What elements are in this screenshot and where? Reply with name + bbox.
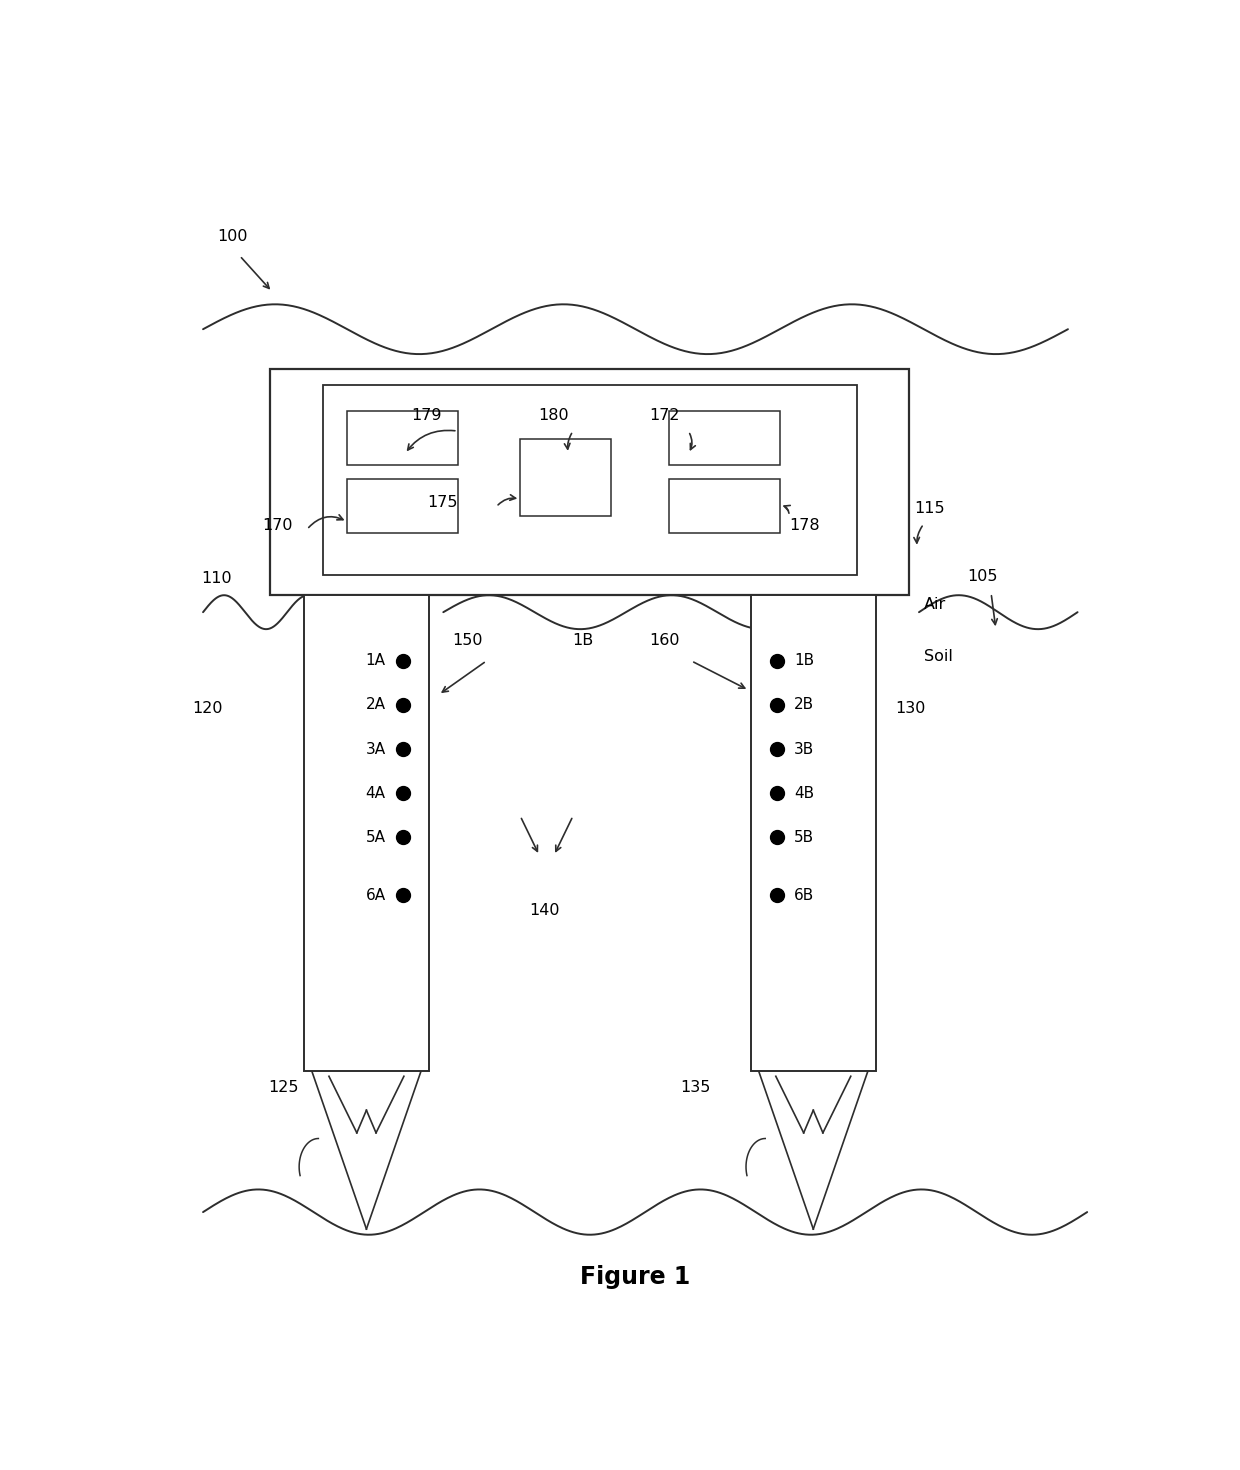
Bar — [670, 410, 780, 465]
Text: 172: 172 — [649, 409, 680, 423]
Text: 1A: 1A — [366, 653, 386, 669]
Text: 4A: 4A — [366, 786, 386, 801]
Text: 150: 150 — [453, 634, 482, 648]
Text: 179: 179 — [412, 409, 443, 423]
Text: 3B: 3B — [794, 742, 815, 757]
Text: 5B: 5B — [794, 831, 815, 845]
Text: 1B: 1B — [572, 634, 593, 648]
Text: 175: 175 — [428, 495, 458, 510]
Text: 125: 125 — [268, 1080, 299, 1095]
Text: 4B: 4B — [794, 786, 815, 801]
Text: 6B: 6B — [794, 888, 815, 903]
Text: Soil: Soil — [924, 648, 952, 664]
Bar — [751, 595, 875, 1070]
Bar — [347, 479, 458, 534]
Text: 140: 140 — [529, 903, 559, 919]
Text: 100: 100 — [217, 229, 248, 244]
Text: Air: Air — [924, 597, 946, 612]
Text: 178: 178 — [789, 517, 820, 532]
Text: 2A: 2A — [366, 697, 386, 713]
Bar — [324, 385, 857, 575]
Text: 110: 110 — [201, 570, 232, 585]
Text: 180: 180 — [538, 409, 569, 423]
Text: 1B: 1B — [794, 653, 815, 669]
Text: 170: 170 — [262, 517, 293, 532]
Bar — [670, 479, 780, 534]
Text: Figure 1: Figure 1 — [580, 1264, 691, 1289]
Text: 130: 130 — [895, 701, 925, 716]
Text: 115: 115 — [914, 501, 945, 516]
Text: 105: 105 — [967, 569, 997, 584]
Bar — [347, 410, 458, 465]
Text: 6A: 6A — [366, 888, 386, 903]
Text: 135: 135 — [681, 1080, 711, 1095]
Bar — [270, 369, 909, 595]
Text: 160: 160 — [649, 634, 680, 648]
Text: 120: 120 — [192, 701, 222, 716]
Text: 5A: 5A — [366, 831, 386, 845]
Text: 2B: 2B — [794, 697, 815, 713]
Bar — [521, 440, 611, 516]
Text: 3A: 3A — [366, 742, 386, 757]
Bar — [304, 595, 429, 1070]
